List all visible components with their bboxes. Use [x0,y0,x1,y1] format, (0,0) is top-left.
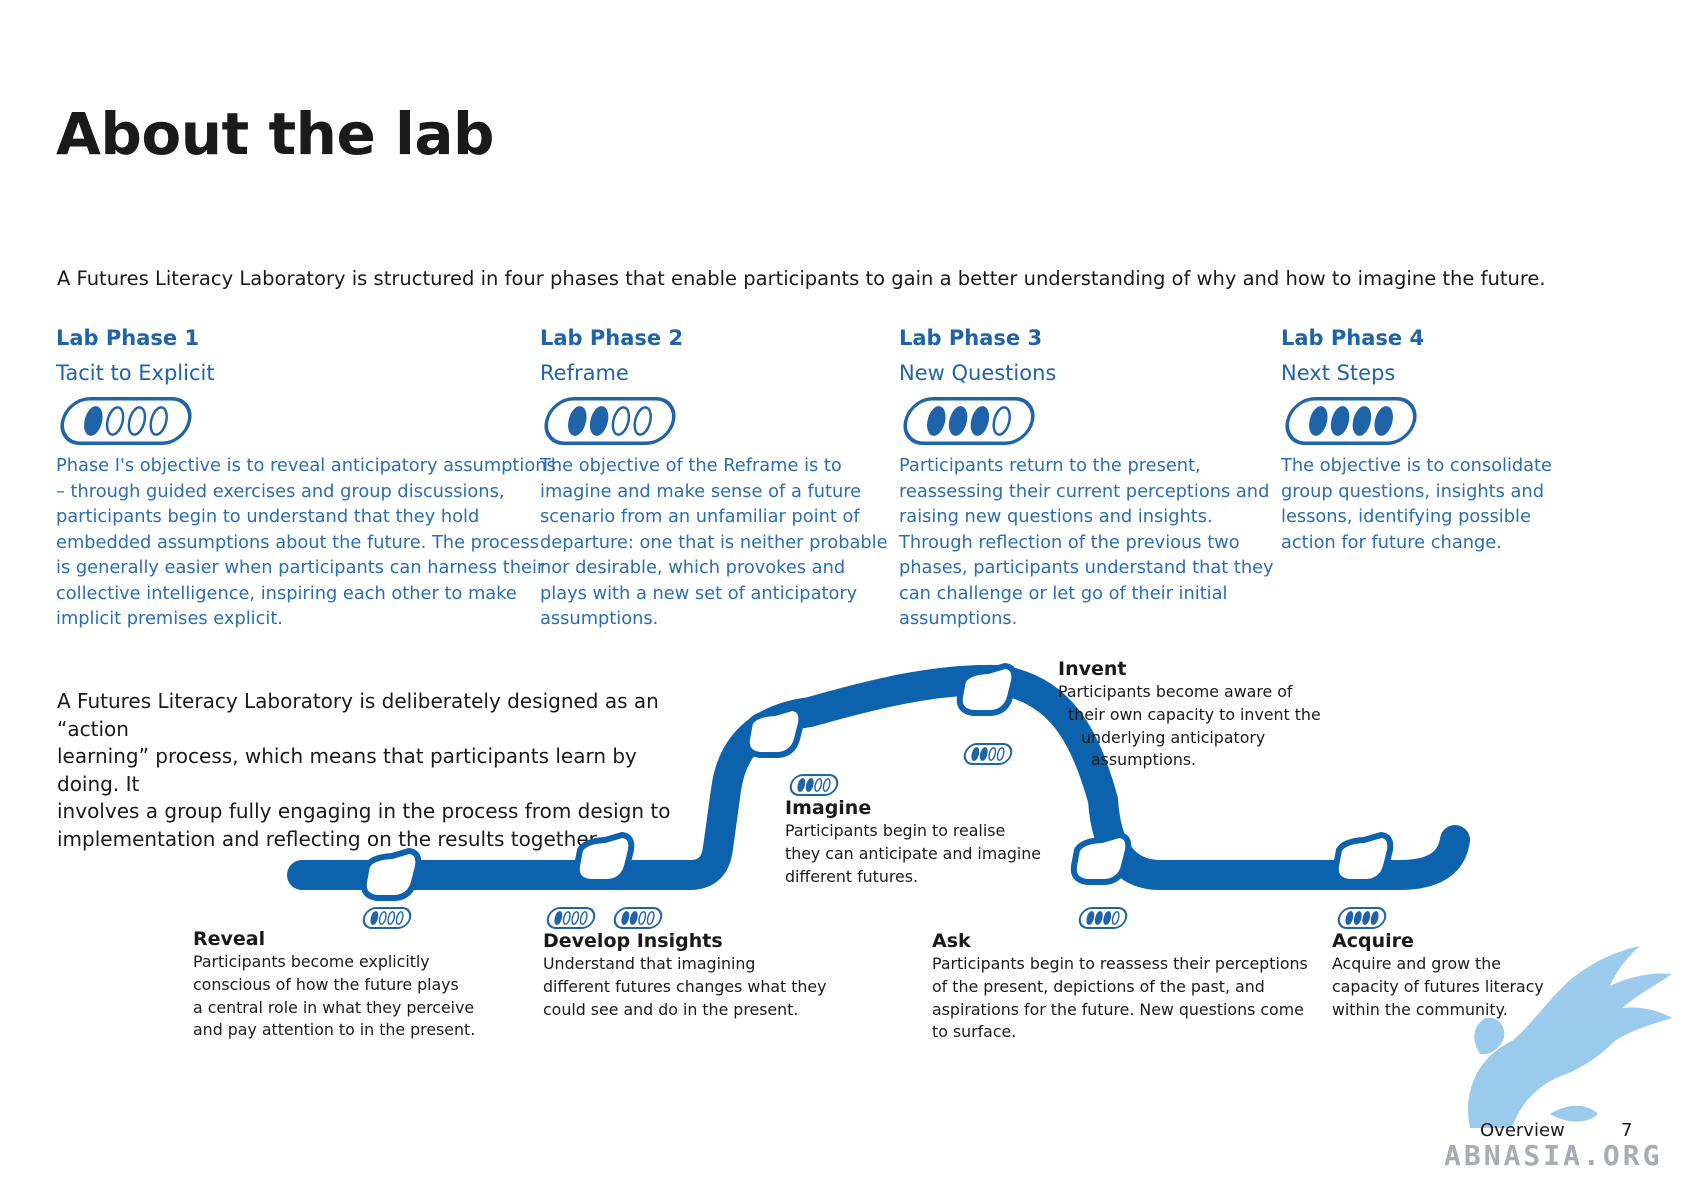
stage-indicator-icon [542,907,600,929]
phase-indicator-icon [56,397,196,445]
stage-indicator-icon [609,907,667,929]
stage-indicator-icon [785,774,843,796]
stage-indicator-icon [959,743,1017,765]
stage-node-invent-icon [960,666,1015,713]
phase-indicator-icon [540,397,680,445]
footer-section-label: Overview [1480,1120,1565,1141]
stage-node-acquire-icon [1336,835,1391,882]
phase-title: Lab Phase 2 [540,326,888,350]
phase-subtitle: New Questions [899,361,1274,385]
stage-reveal: Reveal Participants become explicitly con… [193,927,475,1042]
footer-page-number: 7 [1621,1120,1632,1141]
stage-title: Invent [1058,657,1321,681]
intro-text: A Futures Literacy Laboratory is structu… [57,267,1546,290]
stage-title: Imagine [785,796,1041,820]
phase-description: The objective of the Reframe is to imagin… [540,453,888,632]
lab-phase-2: Lab Phase 2 Reframe The objective of the… [540,326,888,632]
phase-title: Lab Phase 4 [1281,326,1552,350]
stage-node-reveal-icon [364,851,419,898]
phase-subtitle: Tacit to Explicit [56,361,556,385]
stage-imagine: Imagine Participants begin to realise the… [785,796,1041,888]
phase-description: Phase I's objective is to reveal anticip… [56,453,556,632]
action-learning-text: A Futures Literacy Laboratory is deliber… [57,688,697,853]
lab-phase-4: Lab Phase 4 Next Steps The objective is … [1281,326,1552,555]
stage-node-imagine-icon [747,708,802,755]
lab-phase-1: Lab Phase 1 Tacit to Explicit Phase I's … [56,326,556,632]
stage-indicator-icon [1333,907,1391,929]
stage-invent: Invent Participants become aware of thei… [1058,657,1321,772]
stage-title: Ask [932,929,1308,953]
phase-title: Lab Phase 1 [56,326,556,350]
watermark-logo-icon [1440,938,1680,1138]
stage-ask: Ask Participants begin to reassess their… [932,929,1308,1044]
page-title: About the lab [56,100,494,168]
stage-indicator-icon [358,907,416,929]
lab-phase-3: Lab Phase 3 New Questions Participants r… [899,326,1274,632]
stage-node-ask-icon [1074,835,1129,882]
stage-title: Develop Insights [543,929,827,953]
phase-subtitle: Reframe [540,361,888,385]
phase-description: The objective is to consolidate group que… [1281,453,1552,555]
phase-description: Participants return to the present, reass… [899,453,1274,632]
phase-indicator-icon [899,397,1039,445]
watermark-text: ABNASIA.ORG [1444,1139,1662,1172]
phase-indicator-icon [1281,397,1421,445]
phase-subtitle: Next Steps [1281,361,1552,385]
stage-indicator-icon [1074,907,1132,929]
stage-develop-insights: Develop Insights Understand that imagini… [543,929,827,1021]
phase-title: Lab Phase 3 [899,326,1274,350]
stage-title: Reveal [193,927,475,951]
